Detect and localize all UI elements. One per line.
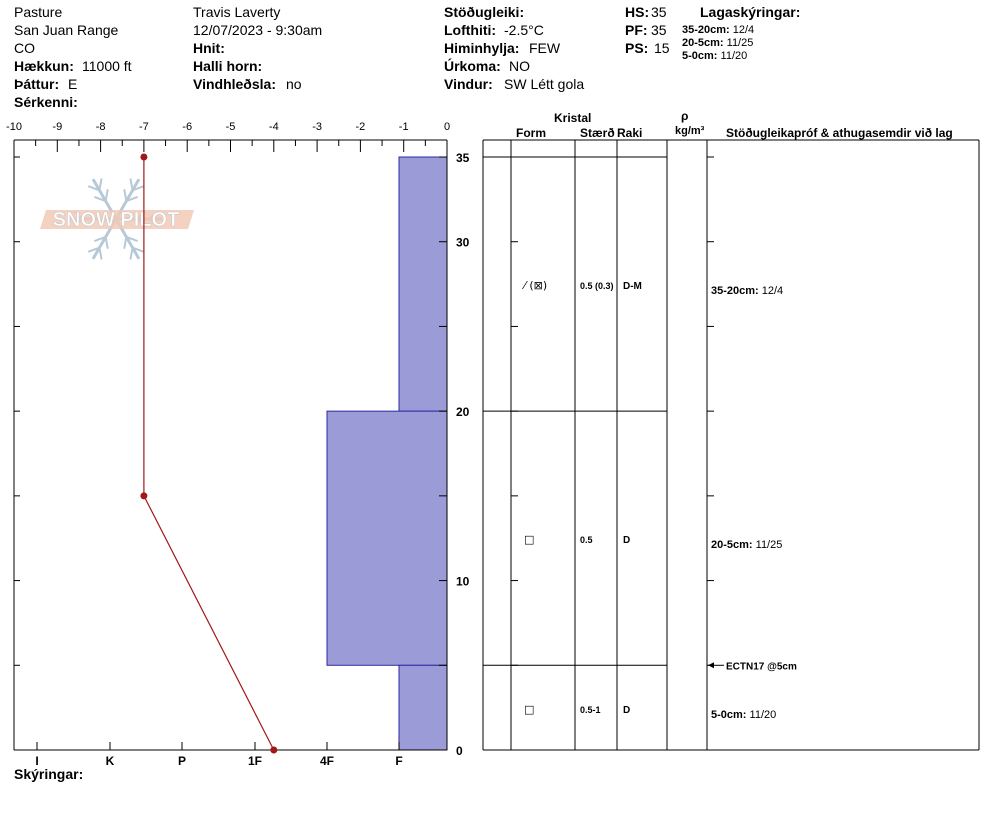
layer-comment-range: 35-20cm: [711,285,762,297]
hardness-tick-label: 4F [320,754,334,768]
air-temp-value: -2.5°C [504,22,544,38]
layer-comment-value: 12/4 [762,285,783,297]
layer-comment-range: 20-5cm: [711,539,756,551]
comments-label: Stöðugleikapróf & athugasemdir við lag [726,126,953,140]
hs-label: HS: [625,4,650,20]
wind-loading-label: Vindhleðsla: [193,76,276,92]
sky-label: Himinhylja: [444,40,520,56]
size-label: Stærð [580,126,615,140]
hardness-tick-label: K [106,754,115,768]
temperature-point [140,492,148,500]
layer-comment-value: 11/20 [750,709,777,721]
layer-grain-form: □ [524,533,534,546]
precip-value: NO [509,58,530,74]
hs-value: 35 [651,4,667,20]
wind-value: SW Létt gola [504,76,585,92]
temp-tick-label: -1 [399,121,409,133]
slope-label: Halli horn: [193,58,263,74]
wind-label: Vindur: [444,76,493,92]
layer-note-2-value: 11/25 [726,37,754,49]
layer-note-3-range: 5-0cm: [682,50,718,62]
temperature-point [270,746,278,754]
hardness-bar-2 [326,410,448,666]
layer-grain-size: 0.5-1 [580,705,601,715]
state: CO [14,40,35,56]
layer-note-3-value: 11/20 [720,50,748,62]
temp-tick-label: -3 [312,121,322,133]
density-symbol: ρ [681,109,689,123]
snowpilot-logo: SNOW PILOT [40,178,194,260]
form-label: Form [516,126,546,140]
observer: Travis Laverty [193,4,281,20]
layer-note-3: 5-0cm: 11/20 [682,50,747,63]
layer-grain-size: 0.5 (0.3) [580,281,614,291]
pf-value: 35 [651,22,667,38]
moisture-label: Raki [617,126,643,140]
layer-notes-label: Lagaskýringar: [700,4,801,20]
layer-comment: 5-0cm: 11/20 [711,709,776,721]
stability-test-result: ECTN17 @5cm [726,661,797,672]
layer-note-2-range: 20-5cm: [682,37,724,49]
depth-tick-label: 0 [456,744,463,758]
hardness-tick-label: I [35,754,38,768]
temp-tick-label: -10 [6,121,22,133]
temp-tick-label: -8 [96,121,106,133]
depth-tick-label: 35 [456,151,470,165]
temp-tick-label: 0 [444,121,450,133]
svg-text:SNOW PILOT: SNOW PILOT [53,209,180,231]
elevation-label: Hækkun: [14,58,74,74]
layer-grain-form: □ [524,703,534,716]
legend-label: Skýringar: [14,766,84,782]
hardness-tick-label: 1F [248,754,262,768]
depth-tick-label: 20 [456,405,470,419]
layer-comment-range: 5-0cm: [711,709,750,721]
hardness-bar-3 [398,664,448,751]
precip-label: Úrkoma: [444,58,501,74]
layer-comment: 20-5cm: 11/25 [711,539,782,551]
temp-tick-label: -5 [226,121,236,133]
pf-label: PF: [625,22,648,38]
depth-tick-label: 30 [456,236,470,250]
temp-tick-label: -4 [269,121,279,133]
layer-note-2: 20-5cm: 11/25 [682,37,753,50]
layer-comment-value: 11/25 [756,539,783,551]
coords-label: Hnit: [193,40,225,56]
hardness-bar-1 [398,156,448,412]
temp-tick-label: -2 [356,121,366,133]
layer-grain-size: 0.5 [580,535,593,545]
layer-note-1-range: 35-20cm: [682,24,730,36]
ps-label: PS: [625,40,649,56]
aspect-label: Þáttur: [14,76,60,92]
layer-grain-form: ⁄ (⊠) [521,279,547,292]
test-arrow-head [708,662,714,669]
depth-tick-label: 10 [456,575,470,589]
location: Pasture [14,4,63,20]
layer-moisture: D [623,535,630,546]
crystal-label: Kristal [554,111,592,125]
temperature-line [143,157,275,751]
hardness-tick-label: P [178,754,186,768]
temp-tick-label: -9 [52,121,62,133]
elevation-value: 11000 ft [82,58,132,74]
hardness-tick-label: F [395,754,402,768]
layer-note-1: 35-20cm: 12/4 [682,24,754,37]
layer-note-1-value: 12/4 [732,24,755,36]
layer-moisture: D [623,705,630,716]
ps-value: 15 [654,40,670,56]
density-unit: kg/m³ [675,125,705,137]
sky-value: FEW [529,40,561,56]
range: San Juan Range [14,22,119,38]
temp-tick-label: -6 [182,121,192,133]
layer-moisture: D-M [623,281,642,292]
air-temp-label: Lofthiti: [444,22,497,38]
aspect-value: E [68,76,78,92]
features-label: Sérkenni: [14,94,78,110]
temp-tick-label: -7 [139,121,149,133]
datetime: 12/07/2023 - 9:30am [193,22,323,38]
temperature-point [140,153,148,161]
layer-comment: 35-20cm: 12/4 [711,285,783,297]
stability-label: Stöðugleiki: [444,4,525,20]
wind-loading-value: no [286,76,302,92]
